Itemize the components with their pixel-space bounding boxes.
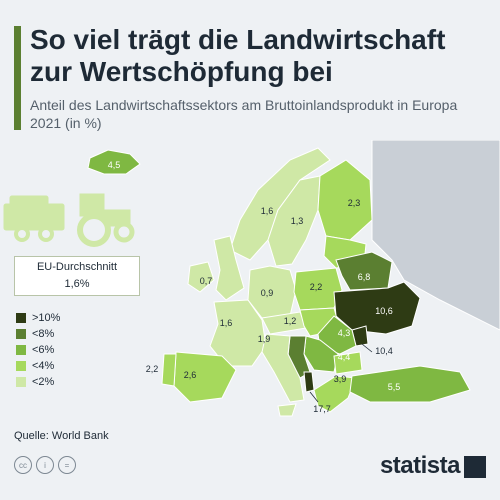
value-spain: 2,6: [184, 370, 197, 380]
value-bulgaria: 3,9: [334, 374, 347, 384]
value-switzerland: 1,2: [284, 316, 297, 326]
legend-label: <4%: [32, 360, 55, 372]
value-sweden: 1,3: [291, 216, 304, 226]
eu-average-value: 1,6%: [64, 278, 90, 290]
country-ukraine: [333, 281, 421, 335]
license-icons[interactable]: cc i =: [14, 456, 76, 474]
value-norway: 1,6: [261, 206, 274, 216]
country-italy: [261, 333, 305, 403]
source-note: Quelle: World Bank: [14, 430, 109, 442]
moldova-leader: [361, 343, 373, 353]
legend-swatch: [16, 313, 26, 323]
country-bulgaria: [333, 351, 363, 375]
europe-map: 4,5 1,6 1,3 2,3 0,7 0,9 2,2 6,8 1,6 1,2 …: [3, 140, 500, 417]
legend-item: >10%: [16, 310, 96, 326]
legend-item: <6%: [16, 342, 96, 358]
legend-item: <4%: [16, 358, 96, 374]
country-sicily: [277, 403, 297, 417]
value-ireland: 0,7: [200, 276, 213, 286]
legend-item: <2%: [16, 374, 96, 390]
legend-item: <8%: [16, 326, 96, 342]
country-france: [209, 299, 267, 367]
country-iceland: [87, 149, 141, 175]
legend-label: <6%: [32, 344, 55, 356]
value-poland: 2,2: [310, 282, 323, 292]
country-romania: [317, 315, 357, 355]
country-turkey: [349, 365, 471, 403]
title-accent-bar: [14, 26, 21, 130]
value-finland: 2,3: [348, 198, 361, 208]
value-turkey: 5,5: [388, 382, 401, 392]
country-uk: [213, 235, 245, 301]
value-moldova: 10,4: [375, 346, 393, 356]
value-serbia: 4,4: [338, 352, 351, 362]
value-portugal: 2,2: [146, 364, 159, 374]
eu-average-label: EU-Durchschnitt: [36, 261, 118, 273]
brand-logo[interactable]: statista: [379, 452, 461, 479]
value-albania: 17,7: [313, 404, 331, 414]
value-france: 1,6: [220, 318, 233, 328]
legend-label: >10%: [32, 312, 61, 324]
legend-swatch: [16, 377, 26, 387]
value-italy: 1,9: [258, 334, 271, 344]
equals-icon[interactable]: =: [58, 456, 76, 474]
legend: >10% <8% <6% <4% <2%: [16, 310, 96, 390]
value-belarus: 6,8: [358, 272, 371, 282]
country-belarus: [335, 251, 393, 291]
value-romania: 4,3: [338, 328, 351, 338]
value-ukraine: 10,6: [375, 306, 393, 316]
legend-label: <2%: [32, 376, 55, 388]
country-portugal: [161, 353, 177, 387]
country-albania: [303, 371, 315, 393]
legend-swatch: [16, 345, 26, 355]
country-ireland: [187, 261, 215, 293]
country-russia: [371, 140, 500, 331]
cc-icon[interactable]: cc: [14, 456, 32, 474]
page-title: So viel trägt die Landwirtschaft zur Wer…: [30, 24, 446, 87]
legend-label: <8%: [32, 328, 55, 340]
tractor-icon: [3, 193, 135, 247]
value-iceland: 4,5: [108, 160, 121, 170]
albania-leader: [309, 391, 319, 403]
legend-swatch: [16, 329, 26, 339]
value-denmark: 0,9: [261, 288, 274, 298]
legend-swatch: [16, 361, 26, 371]
statista-mark-icon: [464, 456, 486, 478]
person-icon[interactable]: i: [36, 456, 54, 474]
eu-average-box: EU-Durchschnitt 1,6%: [14, 256, 140, 296]
country-finland: [317, 159, 373, 241]
page-subtitle: Anteil des Landwirtschaftssektors am Bru…: [30, 97, 458, 131]
country-greece: [313, 375, 357, 413]
country-norway: [229, 147, 331, 261]
